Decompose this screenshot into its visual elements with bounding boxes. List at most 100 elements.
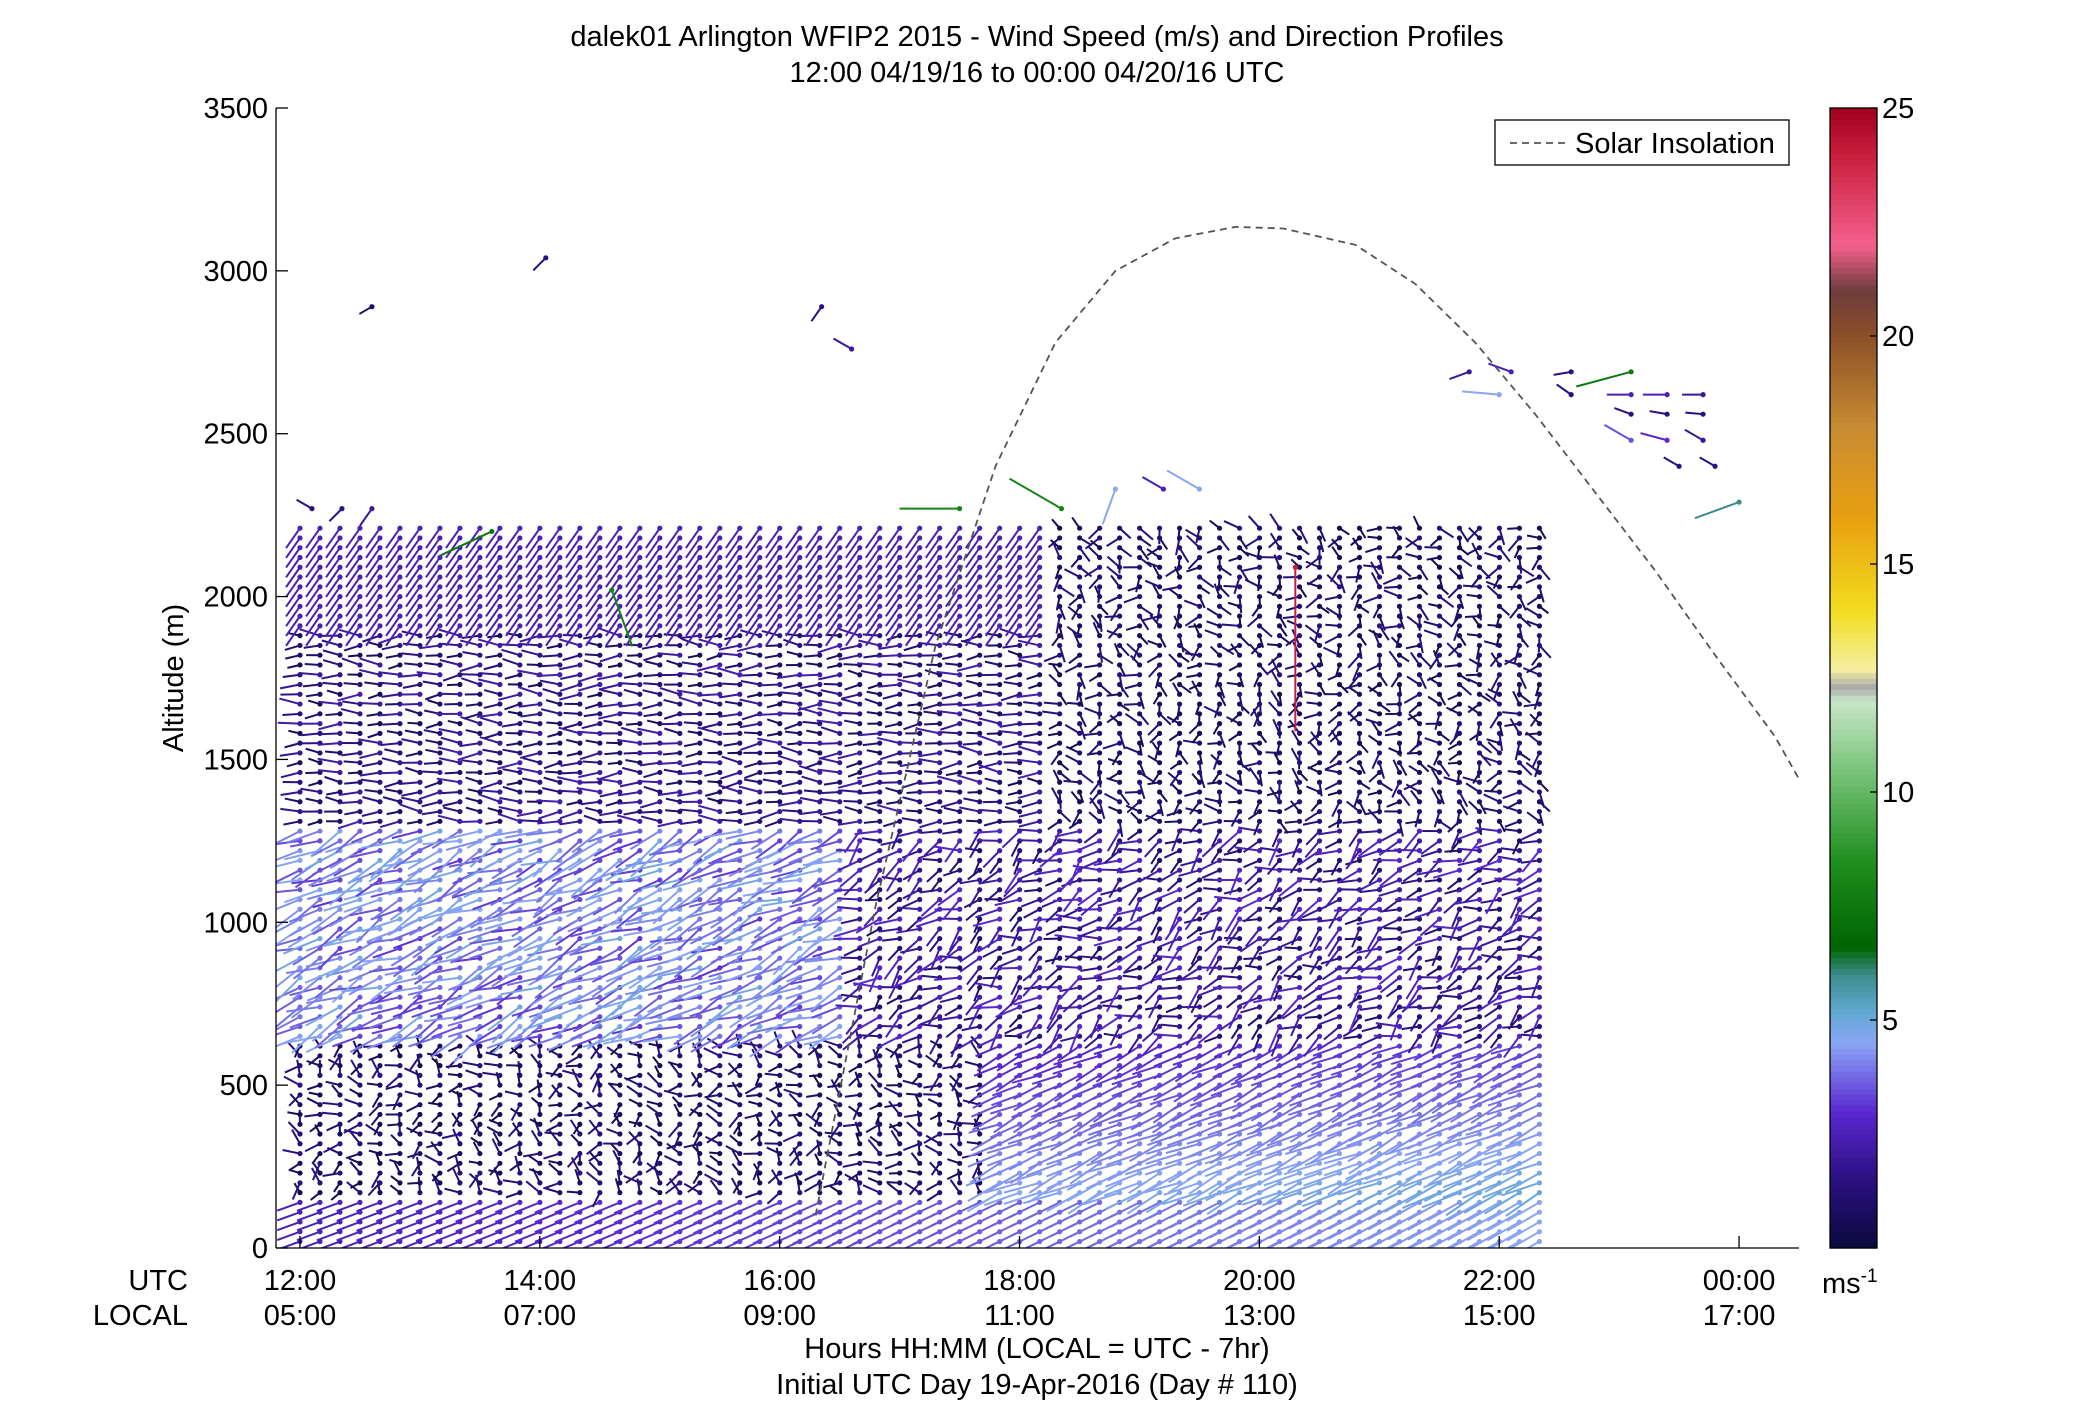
wind-barb [385,576,401,598]
wind-barb-dot [617,535,623,541]
wind-barb-dot [757,662,763,668]
wind-barb [383,878,421,885]
wind-barb-dot [677,730,683,736]
wind-barb-dot [457,711,463,717]
wind-barb [584,1103,601,1110]
wind-barb-dot [597,945,603,951]
wind-barb [360,778,381,784]
wind-barb-dot [497,681,503,688]
wind-barb-dot [537,984,543,991]
wind-barb-dot [497,1170,503,1176]
wind-barb-dot [437,799,443,805]
wind-barb [325,586,341,608]
wind-barb-dot [817,1180,823,1186]
wind-barb-dot [297,1170,303,1176]
wind-barb [521,1240,541,1248]
wind-barb-dot [857,906,863,912]
wind-barb-dot [297,828,303,834]
wind-barb-dot [497,1121,503,1127]
wind-barb-dot [457,896,463,903]
wind-barb [285,615,301,637]
wind-barb-dot [857,535,863,541]
wind-barb [559,663,581,671]
wind-barb [920,781,940,785]
wind-barb [649,1025,680,1032]
wind-barb-dot [417,1004,423,1010]
wind-barb-dot [877,721,883,727]
wind-barb-dot [297,1092,303,1098]
wind-barb-dot [417,1111,423,1118]
wind-barb [578,683,601,692]
wind-barb-dot [937,593,943,600]
wind-barb [485,849,521,868]
wind-barb-dot [517,799,523,805]
wind-barb-dot [397,838,403,844]
wind-barb [564,976,601,985]
wind-barb-dot [397,633,403,639]
wind-barb-dot [717,1092,723,1098]
wind-barb-dot [897,545,903,551]
wind-barb [605,537,621,559]
wind-barb-dot [697,672,703,678]
wind-barb [472,1006,501,1019]
wind-barb-dot [497,1014,503,1020]
wind-barb [344,810,361,816]
wind-barb [385,595,401,618]
wind-barb [628,967,661,990]
wind-barb [502,1179,521,1184]
wind-barb [569,1119,581,1135]
wind-barb-dot [577,828,583,834]
wind-barb-dot [357,633,363,639]
wind-barb [882,693,900,700]
wind-barb-dot [557,750,563,756]
wind-barb-dot [637,574,643,580]
wind-barb [613,1230,641,1244]
wind-barb-dot [817,867,823,873]
wind-barb-dot [297,642,303,649]
wind-barb-dot [637,935,643,942]
wind-barb [279,683,301,690]
wind-barb [276,830,301,845]
wind-barb [305,615,321,637]
wind-barb-dot [937,1072,943,1078]
wind-barb [446,927,481,939]
wind-barb-dot [497,701,503,707]
wind-barb [568,839,601,861]
wind-barb [375,1230,401,1242]
wind-barb-dot [477,574,483,580]
wind-barb-dot [637,1053,643,1059]
wind-barb-dot [297,769,303,776]
wind-barb-dot [677,828,683,834]
wind-barb-dot [797,828,803,834]
wind-barb-dot [437,1160,443,1166]
wind-barb [565,527,581,549]
wind-barb-dot [757,1121,763,1127]
wind-barb [385,547,401,569]
wind-barb-dot [497,1082,503,1088]
wind-barb-dot [617,808,623,815]
wind-barb-dot [297,603,303,609]
wind-barb-dot [297,1033,303,1039]
wind-barb-dot [557,642,563,649]
wind-barb-dot [477,1072,483,1078]
wind-barb-dot [857,545,863,551]
wind-barb [591,976,621,998]
wind-barb-dot [737,554,743,561]
wind-barb [535,879,561,904]
wind-barb-dot [497,721,503,727]
wind-barb-dot [357,789,363,795]
wind-barb-dot [957,1170,963,1176]
wind-barb-dot [797,1131,803,1137]
wind-barb-dot [897,584,903,590]
wind-barb [545,625,561,647]
wind-barb [276,859,301,868]
wind-barb-dot [957,887,963,893]
wind-barb-dot [597,1082,603,1088]
wind-barb-dot [677,564,683,570]
wind-barb-dot [437,760,443,766]
wind-barb [630,957,660,964]
wind-barb-dot [657,584,663,590]
wind-barb [610,927,640,933]
wind-barb-dot [937,779,943,785]
wind-barb-dot [797,1102,803,1108]
